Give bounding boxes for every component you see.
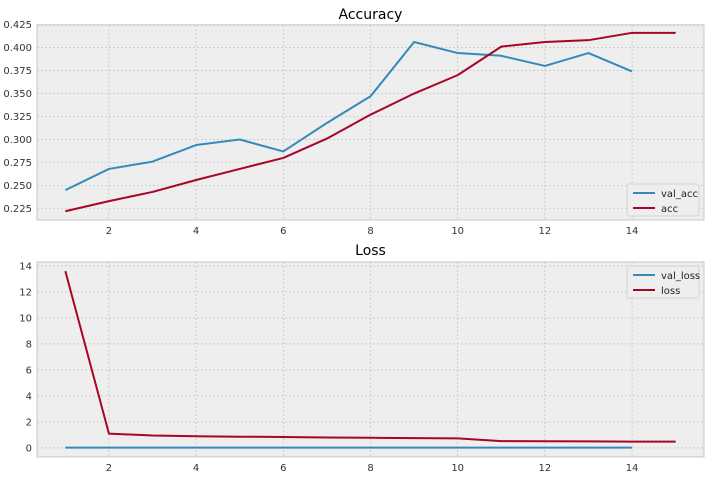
accuracy-y-tick-label: 0.300 [3,135,32,146]
loss-y-tick-label: 12 [19,287,32,298]
accuracy-grid [37,24,704,220]
loss-legend-label-loss: loss [661,286,680,297]
loss-y-tick-label: 8 [26,339,32,350]
accuracy-series-line-acc [65,31,676,213]
accuracy-x-tick-label: 12 [539,226,552,237]
accuracy-legend-label-val-acc: val_acc [661,189,698,200]
accuracy-y-tick-label: 0.325 [3,112,32,123]
loss-tick-labels: 2 4 6 8 10 12 14 0 2 4 6 8 10 12 14 [19,261,638,474]
accuracy-x-tick-label: 2 [106,226,112,237]
loss-y-tick-label: 2 [26,417,32,428]
accuracy-legend: val_acc acc [626,183,700,217]
accuracy-series [64,31,676,213]
accuracy-x-tick-label: 4 [193,226,199,237]
loss-y-tick-label: 10 [19,313,32,324]
accuracy-y-tick-label: 0.225 [3,204,32,215]
accuracy-legend-label-acc: acc [661,204,678,215]
accuracy-x-tick-label: 14 [626,226,639,237]
loss-y-tick-label: 4 [26,391,32,402]
accuracy-x-tick-label: 8 [367,226,373,237]
accuracy-y-tick-label: 0.250 [3,181,32,192]
loss-series-line-loss [64,270,676,443]
loss-chart-title: Loss [355,243,386,259]
loss-y-tick-label: 6 [26,365,32,376]
loss-x-tick-label: 2 [106,463,112,474]
accuracy-y-tick-label: 0.350 [3,89,32,100]
loss-series [64,270,676,449]
loss-legend: val_loss loss [626,265,700,299]
loss-y-tick-label: 14 [19,261,32,272]
accuracy-x-tick-label: 6 [280,226,286,237]
loss-x-tick-label: 6 [280,463,286,474]
loss-x-tick-label: 8 [367,463,373,474]
loss-legend-label-val-loss: val_loss [661,271,700,282]
accuracy-y-tick-label: 0.275 [3,158,32,169]
accuracy-series-line-val-acc [64,41,633,192]
accuracy-x-tick-label: 10 [451,226,464,237]
accuracy-y-tick-label: 0.425 [3,20,32,31]
accuracy-chart: Accuracy 2 4 6 8 10 12 14 0.225 0.250 0.275 0.300 0… [3,7,705,237]
loss-x-tick-label: 14 [626,463,639,474]
loss-x-tick-label: 4 [193,463,199,474]
loss-y-tick-label: 0 [26,443,32,454]
accuracy-tick-labels: 2 4 6 8 10 12 14 0.225 0.250 0.275 0.300 0.325 0.350… [3,20,638,237]
loss-chart: Loss 2 4 6 8 10 12 14 0 2 4 6 8 10 12 14 val_loss loss [19,243,705,474]
loss-x-tick-label: 10 [451,463,464,474]
accuracy-chart-title: Accuracy [339,7,403,23]
loss-x-tick-label: 12 [539,463,552,474]
accuracy-y-tick-label: 0.375 [3,66,32,77]
accuracy-y-tick-label: 0.400 [3,43,32,54]
